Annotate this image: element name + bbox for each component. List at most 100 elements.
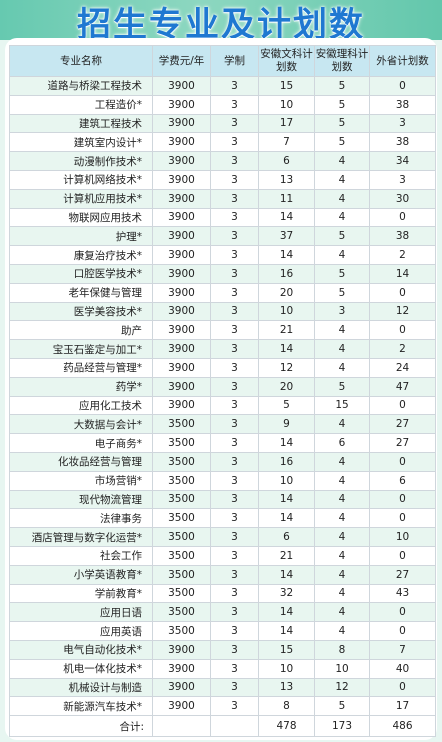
table-row: 市场营销* 3500 3 10 4 6: [9, 470, 436, 491]
table-row: 酒店管理与数字化运营* 3500 3 6 4 10: [9, 527, 436, 547]
cell-fee: 3500: [152, 602, 211, 623]
cell-years: 3: [210, 696, 259, 717]
table-row: 法律事务 3500 3 14 4 0: [9, 508, 436, 529]
cell-anhui-sci: 5: [314, 376, 370, 397]
cell-years: 3: [210, 76, 259, 96]
cell-other: 0: [369, 621, 436, 641]
cell-anhui-sci: 5: [314, 696, 370, 717]
table-row: 计算机应用技术* 3900 3 11 4 30: [9, 188, 436, 209]
total-empty-fee: [152, 715, 211, 738]
table-row: 应用化工技术 3900 3 5 15 0: [9, 395, 436, 416]
cell-other: 3: [369, 113, 436, 134]
cell-fee: 3900: [152, 376, 211, 397]
cell-years: 3: [210, 376, 259, 397]
cell-other: 12: [369, 301, 436, 322]
table-row: 药品经营与管理* 3900 3 12 4 24: [9, 357, 436, 378]
cell-years: 3: [210, 451, 259, 472]
cell-anhui-arts: 14: [258, 489, 315, 510]
table-row: 大数据与会计* 3500 3 9 4 27: [9, 414, 436, 435]
cell-other: 0: [369, 395, 436, 416]
header-years: 学制: [210, 45, 259, 77]
cell-anhui-arts: 5: [258, 395, 315, 416]
table-row: 工程造价* 3900 3 10 5 38: [9, 94, 436, 115]
cell-fee: 3900: [152, 94, 211, 115]
cell-other: 3: [369, 169, 436, 190]
cell-anhui-arts: 14: [258, 621, 315, 641]
cell-program-name: 道路与桥梁工程技术: [9, 76, 153, 96]
cell-years: 3: [210, 508, 259, 529]
table-header-row: 专业名称 学费元/年 学制 安徽文科计划数 安徽理科计划数 外省计划数: [9, 45, 436, 77]
cell-other: 2: [369, 339, 436, 359]
cell-fee: 3500: [152, 564, 211, 585]
cell-anhui-sci: 4: [314, 470, 370, 491]
cell-other: 34: [369, 151, 436, 171]
cell-years: 3: [210, 621, 259, 641]
header-anhui-sci: 安徽理科计划数: [314, 45, 370, 77]
table-row: 动漫制作技术* 3900 3 6 4 34: [9, 151, 436, 171]
cell-program-name: 工程造价*: [9, 94, 153, 115]
cell-anhui-sci: 5: [314, 263, 370, 284]
table-row: 建筑室内设计* 3900 3 7 5 38: [9, 132, 436, 153]
cell-fee: 3900: [152, 658, 211, 679]
cell-years: 3: [210, 301, 259, 322]
cell-fee: 3500: [152, 508, 211, 529]
cell-fee: 3900: [152, 282, 211, 303]
cell-program-name: 医学美容技术*: [9, 301, 153, 322]
table-row: 应用日语 3500 3 14 4 0: [9, 602, 436, 623]
cell-anhui-sci: 4: [314, 621, 370, 641]
cell-program-name: 计算机应用技术*: [9, 188, 153, 209]
table-row: 计算机网络技术* 3900 3 13 4 3: [9, 169, 436, 190]
table-row: 建筑工程技术 3900 3 17 5 3: [9, 113, 436, 134]
cell-years: 3: [210, 357, 259, 378]
cell-program-name: 动漫制作技术*: [9, 151, 153, 171]
cell-program-name: 康复治疗技术*: [9, 245, 153, 265]
table-row: 药学* 3900 3 20 5 47: [9, 376, 436, 397]
cell-years: 3: [210, 113, 259, 134]
cell-years: 3: [210, 564, 259, 585]
cell-other: 0: [369, 602, 436, 623]
table-row: 宝玉石鉴定与加工* 3900 3 14 4 2: [9, 339, 436, 359]
cell-years: 3: [210, 433, 259, 453]
table-row: 物联网应用技术 3900 3 14 4 0: [9, 207, 436, 228]
cell-other: 0: [369, 677, 436, 698]
cell-fee: 3500: [152, 433, 211, 453]
cell-anhui-arts: 21: [258, 320, 315, 341]
cell-anhui-sci: 4: [314, 169, 370, 190]
cell-anhui-arts: 12: [258, 357, 315, 378]
cell-anhui-sci: 4: [314, 527, 370, 547]
cell-anhui-sci: 4: [314, 489, 370, 510]
cell-fee: 3900: [152, 207, 211, 228]
cell-anhui-arts: 15: [258, 76, 315, 96]
cell-other: 27: [369, 564, 436, 585]
header-fee: 学费元/年: [152, 45, 211, 77]
cell-anhui-sci: 4: [314, 188, 370, 209]
cell-anhui-sci: 4: [314, 545, 370, 566]
cell-other: 6: [369, 470, 436, 491]
cell-program-name: 市场营销*: [9, 470, 153, 491]
cell-years: 3: [210, 545, 259, 566]
cell-fee: 3900: [152, 169, 211, 190]
cell-other: 0: [369, 545, 436, 566]
cell-fee: 3500: [152, 545, 211, 566]
cell-years: 3: [210, 470, 259, 491]
cell-fee: 3900: [152, 76, 211, 96]
cell-years: 3: [210, 414, 259, 435]
cell-anhui-arts: 14: [258, 207, 315, 228]
table-row: 学前教育* 3500 3 32 4 43: [9, 583, 436, 604]
total-label: 合计:: [9, 715, 153, 738]
cell-years: 3: [210, 151, 259, 171]
cell-years: 3: [210, 602, 259, 623]
table-row: 康复治疗技术* 3900 3 14 4 2: [9, 245, 436, 265]
cell-years: 3: [210, 395, 259, 416]
cell-program-name: 口腔医学技术*: [9, 263, 153, 284]
cell-fee: 3500: [152, 414, 211, 435]
cell-program-name: 建筑室内设计*: [9, 132, 153, 153]
cell-fee: 3900: [152, 301, 211, 322]
cell-anhui-arts: 14: [258, 508, 315, 529]
cell-program-name: 宝玉石鉴定与加工*: [9, 339, 153, 359]
total-row: 合计: 478 173 486: [9, 715, 436, 738]
cell-program-name: 护理*: [9, 226, 153, 247]
table-row: 现代物流管理 3500 3 14 4 0: [9, 489, 436, 510]
cell-fee: 3500: [152, 527, 211, 547]
